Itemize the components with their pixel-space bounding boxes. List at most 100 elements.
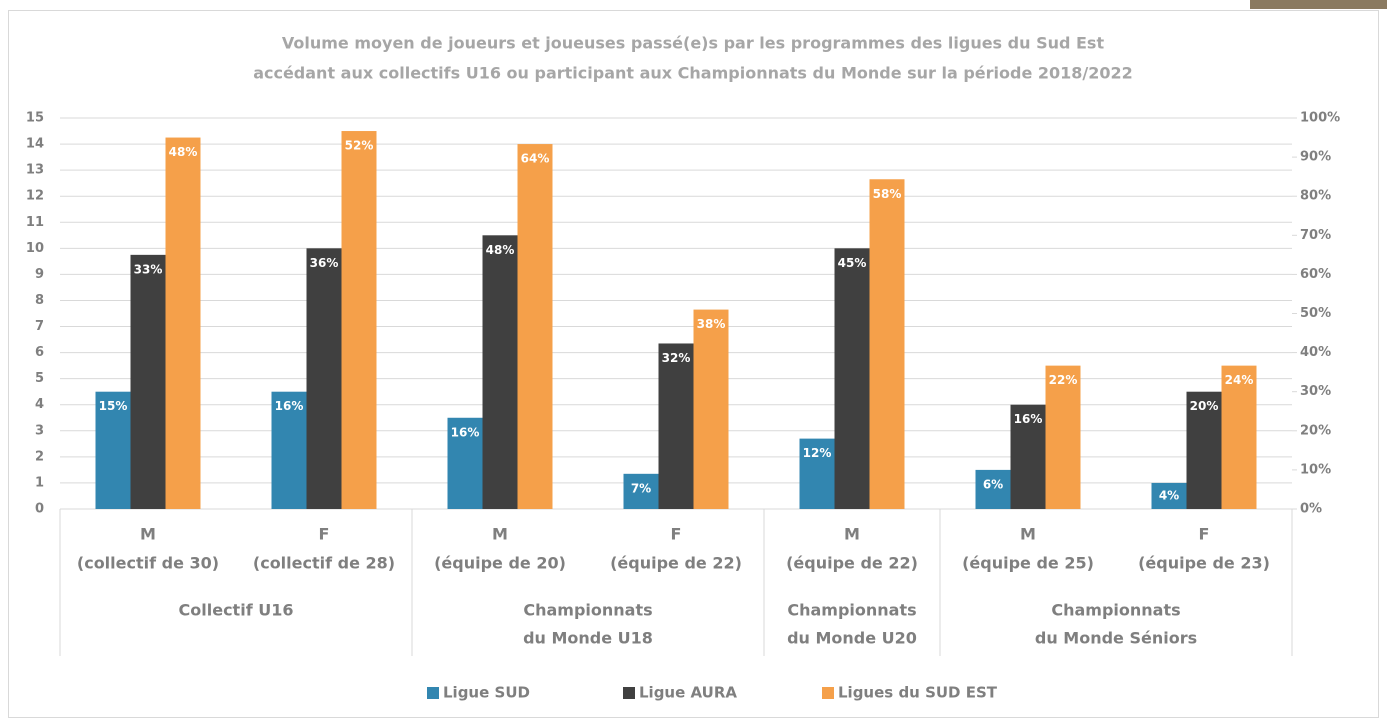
bar — [834, 248, 870, 510]
y-tick-label: 1 — [35, 475, 44, 490]
y-tick-label: 2 — [35, 449, 44, 464]
x-tick-label: M — [140, 525, 156, 544]
bar — [1186, 391, 1222, 509]
chart-title: Volume moyen de joueurs et joueuses pass… — [282, 34, 1105, 53]
x-tick-label: M — [844, 525, 860, 544]
legend-label: Ligue SUD — [443, 684, 530, 702]
bar-label: 48% — [486, 243, 515, 257]
x-tick-detail: (équipe de 20) — [434, 554, 566, 573]
bar-label: 45% — [838, 256, 867, 270]
group-label: Championnats — [523, 601, 652, 620]
x-tick-label: M — [1020, 525, 1036, 544]
group-label: Championnats — [1051, 601, 1180, 620]
y-tick-label: 14 — [26, 137, 44, 152]
legend-swatch — [822, 687, 834, 699]
y-tick-label: 5 — [35, 371, 44, 386]
bar — [1010, 404, 1046, 509]
bar — [341, 131, 377, 510]
y-tick-label: 11 — [26, 215, 44, 230]
y-tick-label: 7 — [35, 319, 44, 334]
y2-tick-label: 80% — [1300, 189, 1331, 204]
group-label: du Monde Séniors — [1035, 629, 1197, 648]
bar — [1221, 365, 1257, 509]
y-tick-label: 9 — [35, 267, 44, 282]
bar-label: 24% — [1225, 373, 1254, 387]
bar — [165, 137, 201, 510]
x-tick-detail: (collectif de 28) — [253, 554, 395, 573]
bar-label: 4% — [1159, 488, 1179, 502]
bar-label: 58% — [873, 187, 902, 201]
chart-title: accédant aux collectifs U16 ou participa… — [253, 64, 1133, 83]
bar — [517, 144, 553, 510]
legend-label: Ligue AURA — [639, 684, 737, 702]
bar-label: 16% — [1014, 412, 1043, 426]
bar-label: 22% — [1049, 373, 1078, 387]
y-tick-label: 15 — [26, 111, 44, 126]
bar-label: 36% — [310, 256, 339, 270]
bar — [799, 438, 835, 509]
bar — [658, 343, 694, 509]
y2-tick-label: 0% — [1300, 502, 1322, 517]
y2-tick-label: 60% — [1300, 267, 1331, 282]
group-label: Collectif U16 — [179, 601, 294, 620]
bar — [447, 417, 483, 509]
bar — [482, 235, 518, 510]
x-tick-detail: (équipe de 22) — [610, 554, 742, 573]
bar — [869, 179, 905, 510]
legend-swatch — [623, 687, 635, 699]
group-label: du Monde U20 — [787, 629, 917, 648]
bar-label: 38% — [697, 317, 726, 331]
bar — [975, 469, 1011, 509]
bar — [130, 254, 166, 509]
bar-label: 16% — [451, 425, 480, 439]
y-tick-label: 12 — [26, 189, 44, 204]
bar — [95, 391, 131, 509]
bar — [623, 473, 659, 509]
y-tick-label: 8 — [35, 293, 44, 308]
y-tick-label: 3 — [35, 423, 44, 438]
x-tick-label: F — [319, 525, 330, 544]
bar-label: 52% — [345, 139, 374, 153]
bar-label: 15% — [99, 399, 128, 413]
y2-tick-label: 50% — [1300, 306, 1331, 321]
y2-tick-label: 70% — [1300, 228, 1331, 243]
y-tick-label: 13 — [26, 163, 44, 178]
bar — [693, 309, 729, 509]
bar-label: 7% — [631, 481, 651, 495]
y-tick-label: 4 — [35, 397, 44, 412]
y-tick-label: 6 — [35, 345, 44, 360]
bar — [1151, 482, 1187, 509]
x-tick-label: F — [1199, 525, 1210, 544]
bar — [1045, 365, 1081, 509]
legend-swatch — [427, 687, 439, 699]
y-tick-label: 10 — [26, 241, 44, 256]
bar-label: 16% — [275, 399, 304, 413]
x-tick-detail: (équipe de 22) — [786, 554, 918, 573]
y2-tick-label: 100% — [1300, 111, 1340, 126]
bar-label: 12% — [803, 446, 832, 460]
y2-tick-label: 90% — [1300, 150, 1331, 165]
bar-label: 64% — [521, 152, 550, 166]
y2-tick-label: 10% — [1300, 462, 1331, 477]
bar — [306, 248, 342, 510]
bar — [271, 391, 307, 509]
x-tick-label: M — [492, 525, 508, 544]
group-label: Championnats — [787, 601, 916, 620]
bar-label: 20% — [1190, 399, 1219, 413]
y2-tick-label: 20% — [1300, 423, 1331, 438]
group-label: du Monde U18 — [523, 629, 653, 648]
bar-label: 33% — [134, 262, 163, 276]
bar-label: 6% — [983, 477, 1003, 491]
x-tick-detail: (collectif de 30) — [77, 554, 219, 573]
x-tick-detail: (équipe de 25) — [962, 554, 1094, 573]
legend-label: Ligues du SUD EST — [838, 684, 998, 702]
x-tick-label: F — [671, 525, 682, 544]
bar-label: 32% — [662, 351, 691, 365]
x-tick-detail: (équipe de 23) — [1138, 554, 1270, 573]
y2-tick-label: 30% — [1300, 384, 1331, 399]
bar-label: 48% — [169, 145, 198, 159]
y-tick-label: 0 — [35, 502, 44, 517]
y2-tick-label: 40% — [1300, 345, 1331, 360]
photo-fragment — [1250, 0, 1387, 9]
